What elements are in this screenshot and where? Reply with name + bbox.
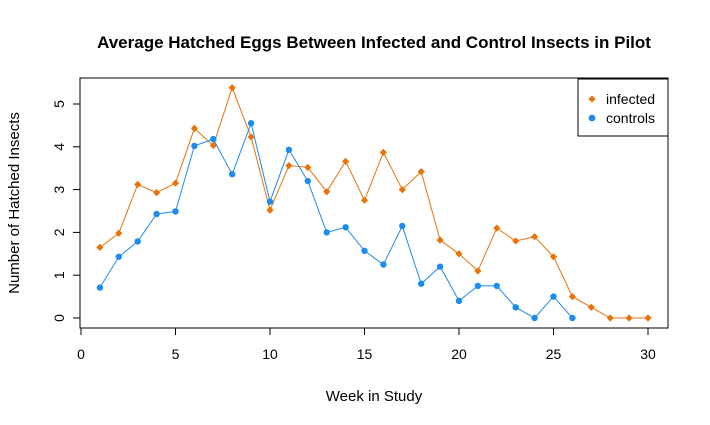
infected-point (323, 188, 331, 196)
infected-point (568, 293, 576, 301)
infected-point (115, 229, 123, 237)
x-axis-label: Week in Study (326, 388, 423, 405)
controls-point (418, 280, 425, 287)
controls-point (474, 282, 482, 290)
controls-point (493, 282, 500, 290)
infected-point (398, 186, 406, 194)
controls-point (550, 293, 557, 300)
x-tick-label: 20 (451, 346, 467, 362)
controls-point (512, 304, 519, 311)
controls-point (380, 261, 387, 268)
controls-point (172, 208, 179, 215)
controls-point (531, 314, 538, 322)
x-tick-label: 25 (546, 346, 562, 362)
infected-point (436, 236, 444, 244)
infected-point (304, 163, 312, 171)
chart-title: Average Hatched Eggs Between Infected an… (97, 33, 651, 52)
legend-label-infected: infected (606, 91, 655, 107)
infected-line (99, 86, 648, 319)
infected-point (96, 243, 104, 251)
infected-point (644, 314, 652, 322)
legend: infected controls (577, 78, 669, 137)
infected-point (606, 314, 614, 322)
infected-point (342, 157, 350, 165)
infected-point (379, 148, 387, 156)
infected-point (474, 267, 482, 275)
infected-point (153, 188, 161, 197)
infected-point (587, 303, 595, 311)
legend-marker-infected (588, 95, 596, 103)
infected-point (531, 233, 539, 241)
controls-point (266, 198, 274, 205)
x-tick-label: 0 (77, 346, 85, 362)
x-tick-label: 10 (262, 346, 278, 362)
y-tick-label: 1 (51, 271, 67, 279)
x-tick-label: 15 (357, 346, 373, 362)
infected-point (134, 180, 142, 189)
controls-point (436, 263, 444, 270)
y-tick-label: 3 (51, 185, 67, 193)
controls-point (342, 224, 349, 231)
legend-marker-controls (588, 114, 596, 122)
controls-point (569, 314, 576, 322)
controls-point (229, 170, 236, 178)
legend-box (577, 78, 669, 137)
controls-point (96, 284, 104, 291)
infected-point (417, 168, 425, 176)
infected-point (512, 237, 520, 245)
series-infected (96, 84, 652, 322)
infected-point (228, 84, 236, 92)
axes: 0 5 10 15 20 25 30 0 1 2 3 4 5 (51, 100, 656, 362)
controls-point (191, 142, 198, 150)
y-tick-label: 5 (51, 100, 67, 108)
y-tick-label: 2 (51, 228, 67, 236)
infected-point (455, 250, 463, 258)
controls-point (134, 238, 141, 245)
infected-point (209, 141, 217, 150)
controls-point (285, 146, 293, 153)
y-axis-label: Number of Hatched Insects (6, 112, 23, 294)
controls-point (361, 247, 368, 255)
infected-point (549, 253, 558, 261)
infected-point (493, 224, 501, 232)
controls-point (153, 210, 160, 218)
infected-point (171, 179, 180, 187)
y-tick-label: 4 (51, 143, 67, 151)
controls-point (455, 297, 463, 305)
controls-point (247, 120, 255, 127)
controls-point (399, 222, 406, 230)
infected-point (285, 162, 293, 170)
controls-point (304, 177, 311, 185)
y-tick-label: 0 (51, 314, 67, 322)
controls-point (210, 135, 217, 143)
controls-point (323, 229, 330, 236)
x-tick-label: 5 (172, 346, 180, 362)
controls-line (99, 121, 573, 319)
x-tick-label: 30 (640, 346, 656, 362)
legend-label-controls: controls (606, 110, 655, 126)
infected-point (190, 124, 198, 132)
infected-point (266, 206, 274, 214)
infected-point (625, 314, 633, 322)
infected-point (247, 133, 255, 141)
infected-point (360, 196, 369, 204)
series-controls (96, 120, 576, 322)
controls-point (115, 253, 123, 260)
series-layer (96, 84, 652, 322)
